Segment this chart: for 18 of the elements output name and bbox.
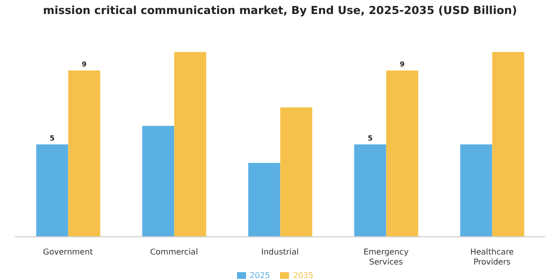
x-tick-label: Healthcare Providers (470, 248, 514, 267)
bar (36, 144, 68, 237)
legend-label: 2025 (250, 270, 270, 280)
bar (68, 70, 100, 237)
bar (354, 144, 386, 237)
legend-label: 2035 (293, 270, 314, 280)
bar (492, 52, 524, 237)
bar (248, 162, 280, 237)
x-tick-label: Emergency Services (363, 248, 409, 267)
bar (280, 107, 312, 237)
chart-title: mission critical communication market, By End Use, 2025-2035 (USD Billion) (42, 4, 518, 19)
bar (386, 70, 418, 237)
bar (460, 144, 492, 237)
bar (174, 52, 206, 237)
x-tick-label: Commercial (150, 248, 198, 257)
x-tick-label: Industrial (261, 248, 299, 257)
bar (142, 126, 174, 237)
x-tick-label: Government (43, 248, 93, 257)
